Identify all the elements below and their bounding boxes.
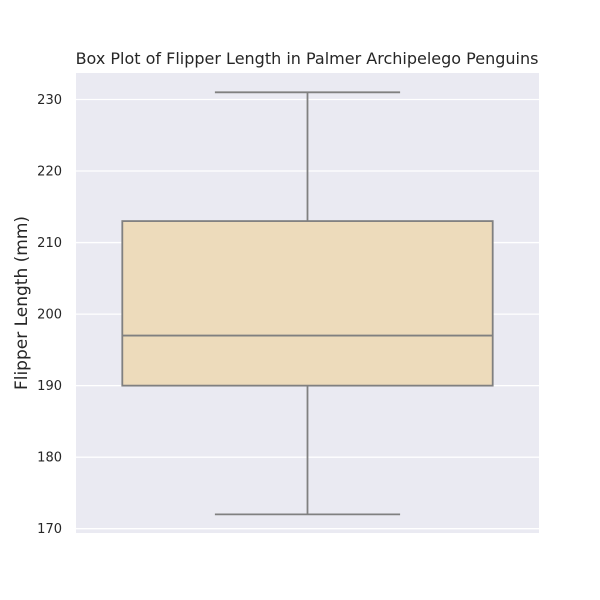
iqr-box — [121, 220, 494, 387]
box-group — [121, 91, 494, 516]
y-tick-labels: 170 180 190 200 210 220 230 — [37, 93, 62, 537]
y-tick-label-190: 190 — [37, 379, 62, 394]
y-axis-label: Flipper Length (mm) — [12, 216, 32, 390]
y-tick-label-220: 220 — [37, 165, 62, 180]
y-tick-label-230: 230 — [37, 93, 62, 108]
y-tick-label-170: 170 — [37, 522, 62, 537]
chart-title: Box Plot of Flipper Length in Palmer Arc… — [76, 49, 539, 68]
y-tick-label-180: 180 — [37, 451, 62, 466]
y-tick-label-210: 210 — [37, 236, 62, 251]
y-tick-label-200: 200 — [37, 308, 62, 323]
